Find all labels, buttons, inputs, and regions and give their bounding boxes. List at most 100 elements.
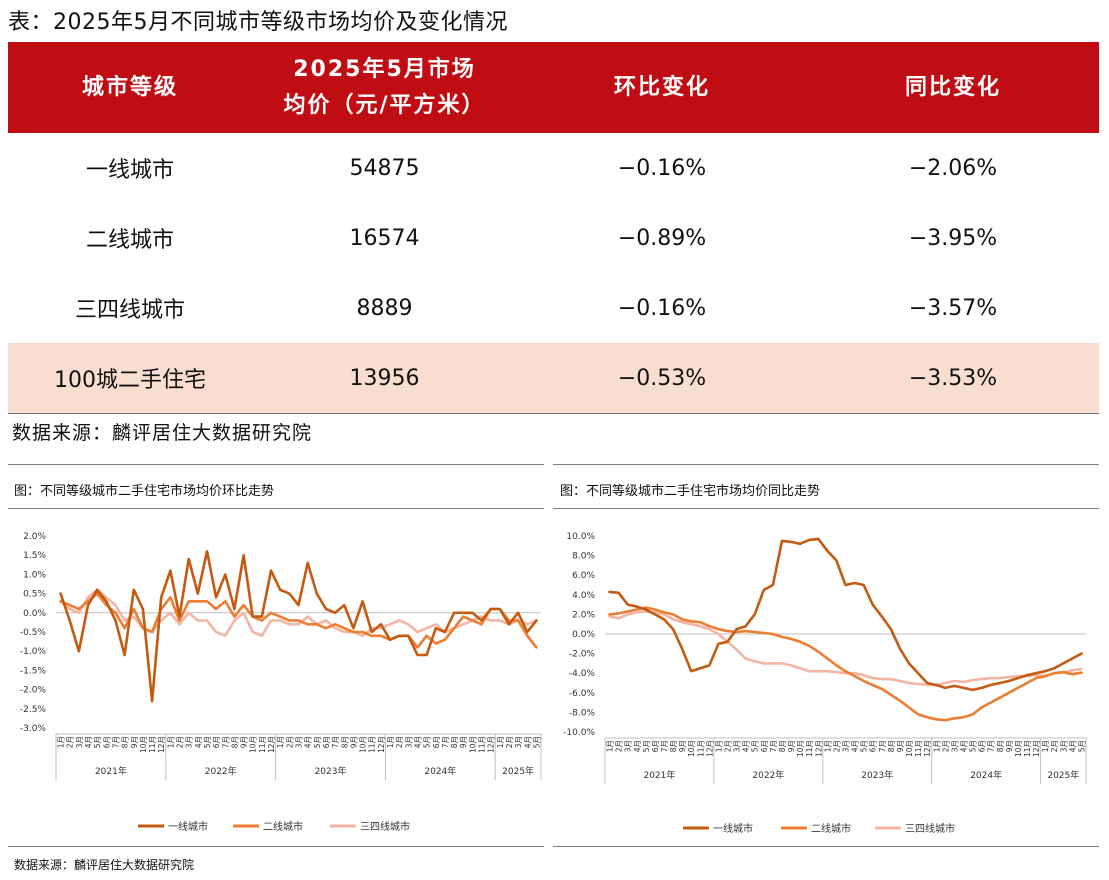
yoy-trend-chart: 10.0% 8.0% 6.0% 4.0% 2.0% 0.0% -2.0% -4.0% -6.0%… — [563, 532, 1087, 835]
x-tick-label: 12月 — [377, 736, 386, 753]
x-tick-label: 2月 — [941, 740, 950, 752]
x-tick-label: 3月 — [295, 736, 304, 748]
series-line-3 — [608, 610, 1083, 687]
x-tick-label: 1月 — [386, 736, 395, 748]
left-panel-bottom-border — [8, 846, 544, 847]
cell-mom: −0.16% — [617, 295, 707, 321]
left-panel-separator — [8, 508, 544, 509]
cell-price: 8889 — [356, 295, 413, 321]
cell-tier: 三四线城市 — [74, 298, 185, 323]
x-tick-label: 1月 — [606, 740, 615, 752]
y-tick-label: -2.5% — [20, 705, 47, 715]
x-tick-label: 12月 — [267, 736, 276, 753]
x-tick-label: 9月 — [1005, 740, 1014, 752]
x-tick-label: 10月 — [359, 736, 368, 753]
table-row: 三四线城市 8889 −0.16% −3.57% — [8, 273, 1099, 343]
x-tick-label: 3月 — [185, 736, 194, 748]
x-tick-label: 7月 — [441, 736, 450, 748]
y-tick-label: 1.0% — [23, 570, 46, 580]
y-tick-label: -6.0% — [569, 689, 596, 699]
x-tick-label: 2月 — [395, 736, 404, 748]
x-tick-label: 12月 — [705, 740, 714, 757]
x-tick-label: 7月 — [878, 740, 887, 752]
x-tick-label: 2月 — [1050, 740, 1059, 752]
series-line-2 — [608, 606, 1083, 722]
x-tick-label: 11月 — [696, 740, 705, 757]
x-tick-label: 5月 — [203, 736, 212, 748]
year-label: 2023年 — [315, 765, 347, 777]
year-label: 2025年 — [502, 765, 534, 777]
year-label: 2024年 — [424, 765, 456, 777]
x-tick-label: 8月 — [230, 736, 239, 748]
cell-tier: 二线城市 — [85, 228, 174, 253]
price-table: 城市等级 2025年5月市场 均价（元/平方米） 环比变化 同比变化 一线城市 … — [8, 42, 1099, 414]
x-tick-label: 7月 — [331, 736, 340, 748]
x-tick-label: 10月 — [249, 736, 258, 753]
table-row: 二线城市 16574 −0.89% −3.95% — [8, 203, 1099, 273]
year-label: 2021年 — [95, 765, 127, 777]
x-tick-label: 11月 — [914, 740, 923, 757]
x-tick-label: 6月 — [651, 740, 660, 752]
cell-mom: −0.53% — [517, 343, 807, 414]
header-price-line2: 均价（元/平方米） — [283, 92, 486, 118]
x-tick-label: 5月 — [642, 740, 651, 752]
cell-mom: −0.16% — [617, 155, 707, 181]
header-yoy: 同比变化 — [807, 42, 1099, 133]
y-tick-label: -0.5% — [20, 628, 47, 638]
x-tick-label: 3月 — [1059, 740, 1068, 752]
x-tick-label: 11月 — [478, 736, 487, 753]
x-tick-label: 6月 — [102, 736, 111, 748]
x-tick-label: 3月 — [75, 736, 84, 748]
legend-label: 二线城市 — [263, 820, 303, 833]
x-tick-label: 5月 — [1077, 740, 1086, 752]
x-tick-label: 4月 — [633, 740, 642, 752]
y-tick-label: 1.5% — [23, 551, 46, 561]
x-tick-label: 1月 — [1041, 740, 1050, 752]
x-tick-label: 11月 — [368, 736, 377, 753]
x-tick-label: 9月 — [787, 740, 796, 752]
y-tick-label: 0.0% — [23, 609, 46, 619]
x-tick-label: 8月 — [450, 736, 459, 748]
x-tick-label: 5月 — [313, 736, 322, 748]
x-tick-label: 5月 — [860, 740, 869, 752]
y-tick-label: -10.0% — [563, 728, 595, 738]
year-label: 2023年 — [861, 769, 893, 781]
table-row-highlight: 100城二手住宅 13956 −0.53% −3.53% — [8, 343, 1099, 414]
year-label: 2021年 — [643, 769, 675, 781]
cell-price: 13956 — [252, 343, 517, 414]
x-tick-label: 3月 — [842, 740, 851, 752]
table-row: 一线城市 54875 −0.16% −2.06% — [8, 133, 1099, 203]
y-tick-label: 0.5% — [23, 590, 46, 600]
x-tick-label: 12月 — [487, 736, 496, 753]
x-tick-label: 3月 — [514, 736, 523, 748]
x-tick-label: 9月 — [459, 736, 468, 748]
cell-tier: 一线城市 — [85, 158, 174, 183]
series-line-2 — [59, 592, 538, 649]
year-label: 2022年 — [205, 765, 237, 777]
x-tick-label: 9月 — [896, 740, 905, 752]
x-tick-label: 4月 — [959, 740, 968, 752]
cell-mom: −0.89% — [617, 225, 707, 251]
x-tick-label: 2月 — [724, 740, 733, 752]
y-tick-label: -4.0% — [569, 669, 596, 679]
y-tick-label: -2.0% — [569, 650, 596, 660]
x-tick-label: 8月 — [778, 740, 787, 752]
x-tick-label: 4月 — [84, 736, 93, 748]
y-tick-label: -2.0% — [20, 686, 47, 696]
x-tick-label: 3月 — [624, 740, 633, 752]
x-tick-label: 10月 — [687, 740, 696, 757]
x-tick-label: 3月 — [950, 740, 959, 752]
x-tick-label: 8月 — [996, 740, 1005, 752]
x-tick-label: 3月 — [404, 736, 413, 748]
y-tick-label: -3.0% — [20, 724, 47, 734]
x-tick-label: 9月 — [240, 736, 249, 748]
x-tick-label: 10月 — [796, 740, 805, 757]
legend-label: 三四线城市 — [360, 820, 410, 833]
mom-trend-chart: 2.0% 1.5% 1.0% 0.5% 0.0% -0.5% -1.0% -1.5% -2.0%… — [20, 532, 542, 833]
y-tick-label: 2.0% — [572, 610, 595, 620]
y-tick-label: 10.0% — [566, 532, 595, 542]
source-note-top: 数据来源：麟评居住大数据研究院 — [12, 422, 313, 444]
legend-label: 三四线城市 — [905, 822, 955, 835]
series-line-1 — [608, 537, 1083, 692]
header-city-tier: 城市等级 — [8, 42, 252, 133]
